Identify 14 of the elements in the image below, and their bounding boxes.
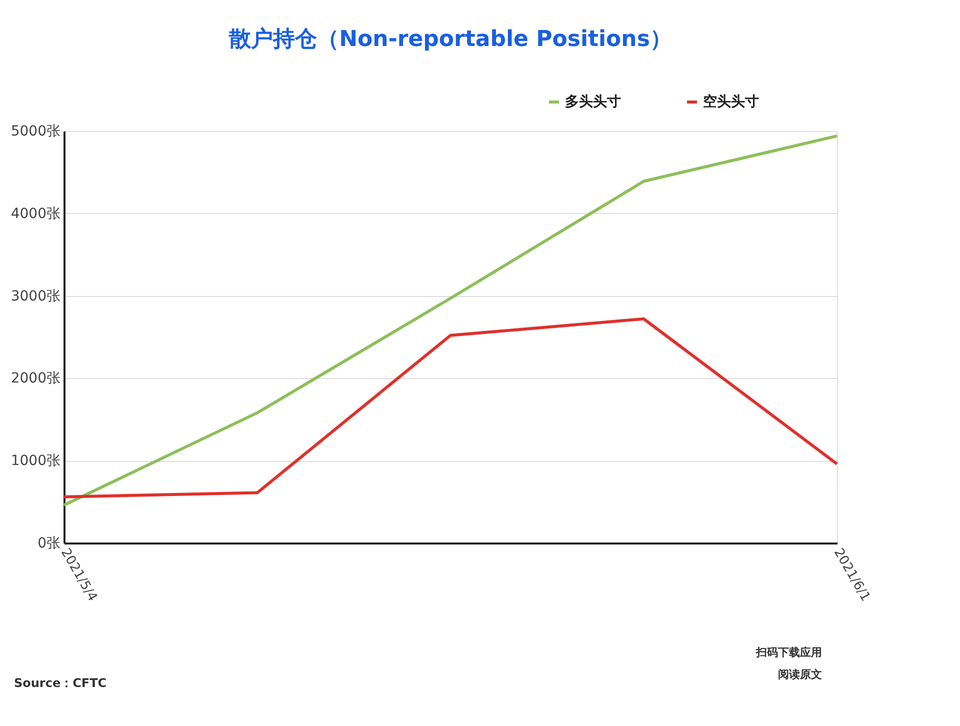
y-tick-label: 3000张	[10, 288, 60, 304]
y-tick-label: 2000张	[10, 370, 60, 387]
text: 阅读原文	[778, 668, 822, 681]
source-note: Source：CFTC	[14, 676, 107, 690]
line-series	[62, 317, 838, 498]
text: 扫码下载应用	[755, 646, 822, 659]
y-tick-label: 0张	[38, 536, 60, 552]
chart-title: 散户持仓（Non-reportable Positions）	[228, 26, 672, 52]
y-tick-label: 1000张	[10, 453, 60, 470]
line-series	[62, 134, 838, 507]
legend-label: 多头头寸	[565, 94, 621, 110]
legend-label: 空头头寸	[703, 93, 759, 110]
y-tick-label: 4000张	[10, 206, 60, 222]
y-tick-label: 5000张	[10, 124, 60, 140]
